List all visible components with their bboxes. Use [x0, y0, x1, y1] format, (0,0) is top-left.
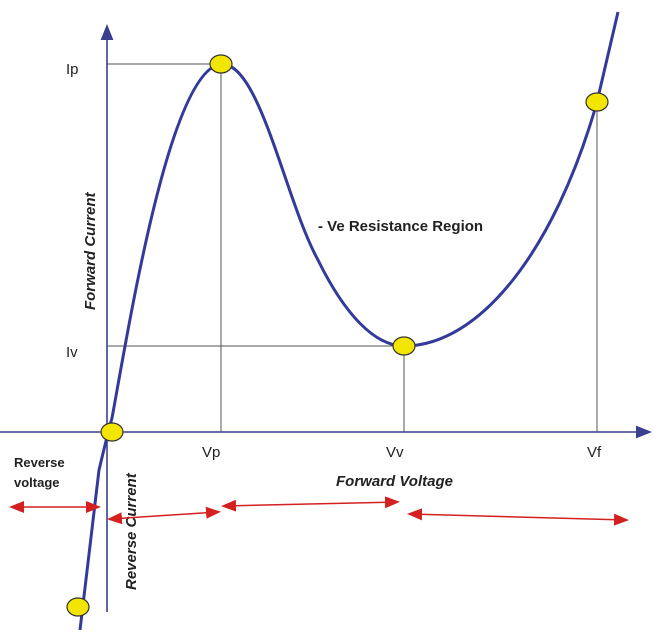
region-arrow-rise: [107, 506, 221, 525]
y-tick-iv: Iv: [66, 344, 78, 361]
reverse-voltage-label-line1: Reverse: [14, 455, 65, 470]
negative-resistance-region-label: - Ve Resistance Region: [318, 218, 483, 235]
origin-marker: [100, 422, 124, 442]
iv-curve: [78, 11, 620, 631]
reverse-current-label: Reverse Current: [123, 472, 140, 590]
x-tick-vv: Vv: [386, 444, 404, 461]
y-tick-ip: Ip: [66, 61, 79, 78]
valley-marker: [392, 336, 416, 356]
x-tick-vf: Vf: [587, 444, 602, 461]
x-axis-label: Forward Voltage: [336, 473, 453, 490]
region-arrow-negative-resistance: [221, 496, 400, 512]
x-tick-vp: Vp: [202, 444, 220, 461]
peak-marker: [209, 54, 233, 74]
reverse-marker: [66, 597, 90, 617]
y-axis-label: Forward Current: [82, 191, 99, 310]
region-arrow-second-rise: [407, 508, 629, 526]
reverse-voltage-label-line2: voltage: [14, 475, 60, 490]
vf-marker: [585, 92, 609, 112]
